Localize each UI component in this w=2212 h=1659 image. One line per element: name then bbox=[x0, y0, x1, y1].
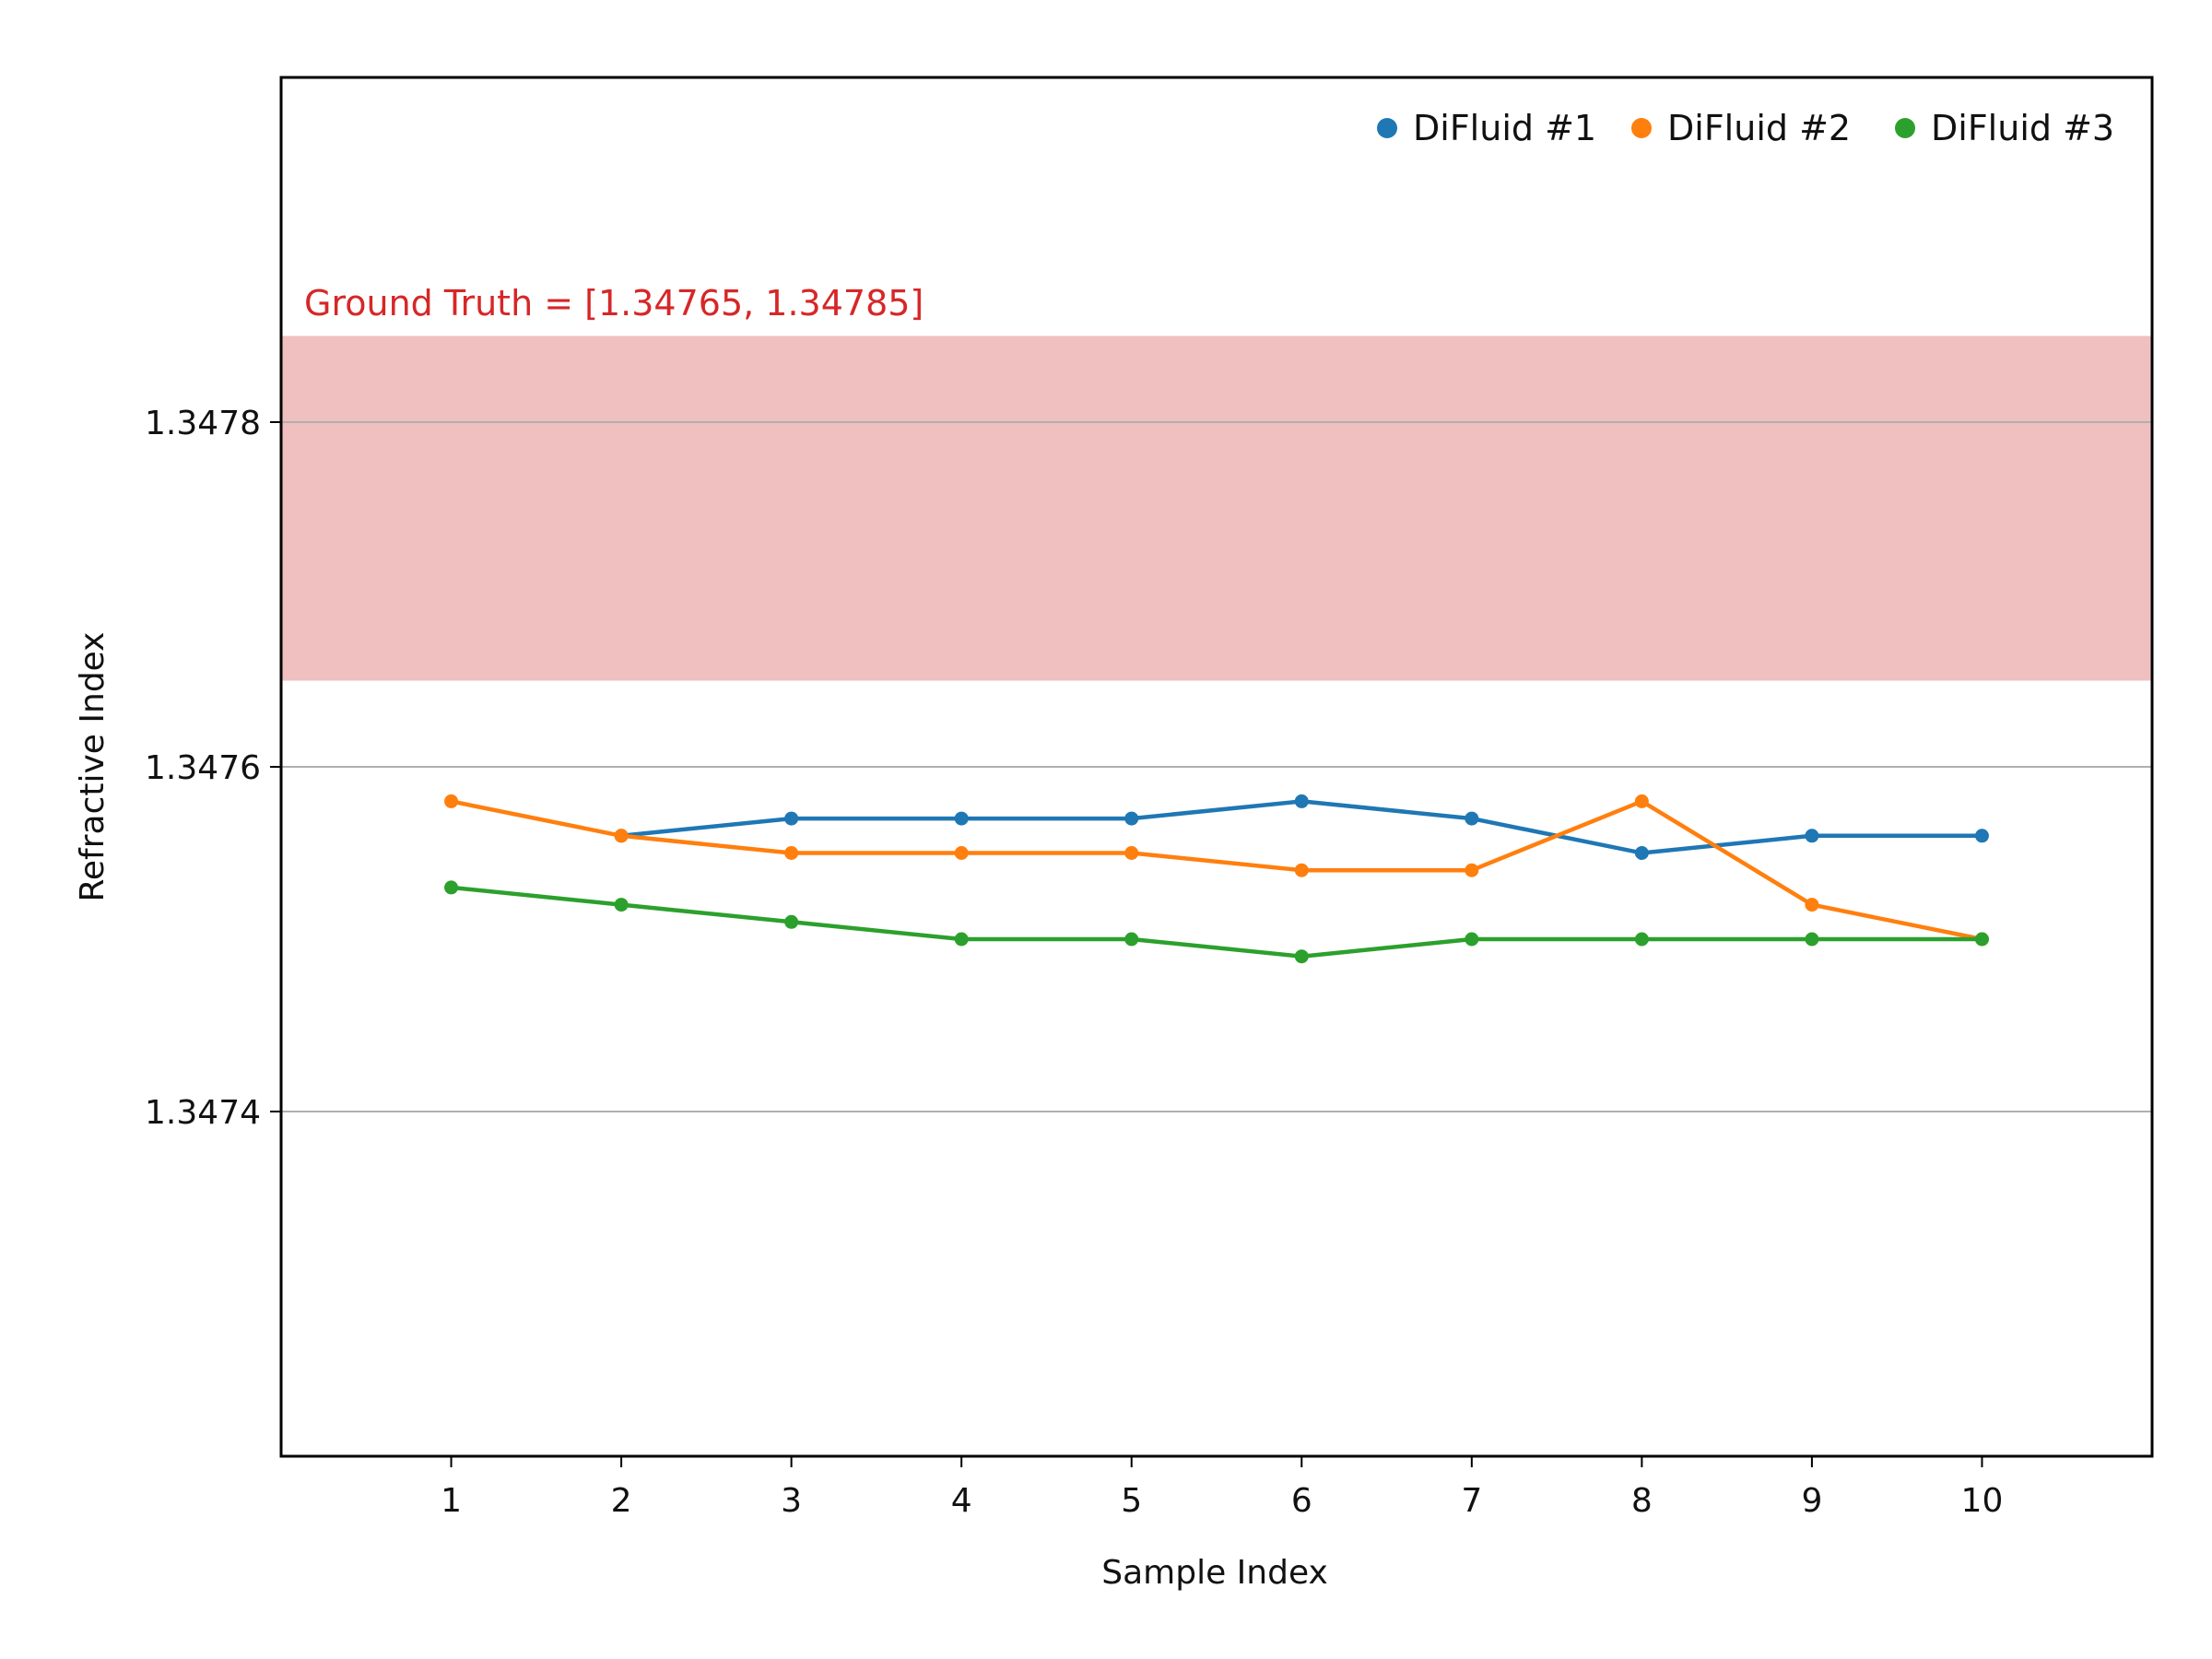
data-point bbox=[954, 846, 969, 860]
data-point bbox=[1974, 932, 1989, 947]
data-point bbox=[1124, 932, 1139, 947]
x-tick-label: 1 bbox=[441, 1482, 462, 1520]
data-point bbox=[1294, 794, 1309, 808]
data-point bbox=[1805, 898, 1819, 912]
legend-marker bbox=[1377, 118, 1397, 138]
x-tick-label: 10 bbox=[1961, 1482, 2004, 1520]
data-point bbox=[1805, 932, 1819, 947]
legend-marker bbox=[1895, 118, 1915, 138]
legend-label: DiFluid #1 bbox=[1413, 108, 1596, 148]
data-point bbox=[1124, 846, 1139, 860]
x-tick-label: 9 bbox=[1801, 1482, 1822, 1520]
data-point bbox=[784, 846, 799, 860]
x-tick-label: 3 bbox=[781, 1482, 802, 1520]
data-point bbox=[1634, 794, 1649, 808]
band-label: Ground Truth = [1.34765, 1.34785] bbox=[304, 283, 924, 324]
data-point bbox=[614, 898, 629, 912]
x-tick-label: 5 bbox=[1121, 1482, 1142, 1520]
legend-label: DiFluid #2 bbox=[1667, 108, 1851, 148]
data-point bbox=[1465, 932, 1479, 947]
y-tick-label: 1.3478 bbox=[145, 405, 261, 442]
legend-label: DiFluid #3 bbox=[1931, 108, 2114, 148]
data-point bbox=[954, 811, 969, 826]
x-tick-label: 7 bbox=[1461, 1482, 1482, 1520]
data-point bbox=[1124, 811, 1139, 826]
data-point bbox=[614, 829, 629, 843]
x-tick-label: 4 bbox=[951, 1482, 972, 1520]
data-point bbox=[444, 794, 459, 808]
data-point bbox=[784, 914, 799, 929]
data-point bbox=[1465, 863, 1479, 877]
data-point bbox=[1294, 863, 1309, 877]
data-point bbox=[1465, 811, 1479, 826]
legend: DiFluid #1 DiFluid #2 DiFluid #3 bbox=[1377, 108, 2114, 148]
x-axis-title: Sample Index bbox=[1101, 1554, 1328, 1592]
x-tick-label: 8 bbox=[1631, 1482, 1653, 1520]
y-axis-title: Refractive Index bbox=[74, 632, 112, 902]
x-tick-label: 2 bbox=[611, 1482, 632, 1520]
ground-truth-band bbox=[281, 335, 2152, 681]
y-tick-label: 1.3474 bbox=[145, 1094, 261, 1132]
data-point bbox=[1634, 846, 1649, 860]
legend-marker bbox=[1631, 118, 1652, 138]
data-point bbox=[954, 932, 969, 947]
data-point bbox=[1294, 949, 1309, 964]
data-point bbox=[1634, 932, 1649, 947]
data-point bbox=[1974, 829, 1989, 843]
y-tick-label: 1.3476 bbox=[145, 749, 261, 787]
data-point bbox=[1805, 829, 1819, 843]
series-line-2 bbox=[451, 799, 1983, 942]
series-line-3 bbox=[451, 885, 1983, 959]
data-point bbox=[444, 880, 459, 895]
x-tick-label: 6 bbox=[1291, 1482, 1312, 1520]
data-point bbox=[784, 811, 799, 826]
